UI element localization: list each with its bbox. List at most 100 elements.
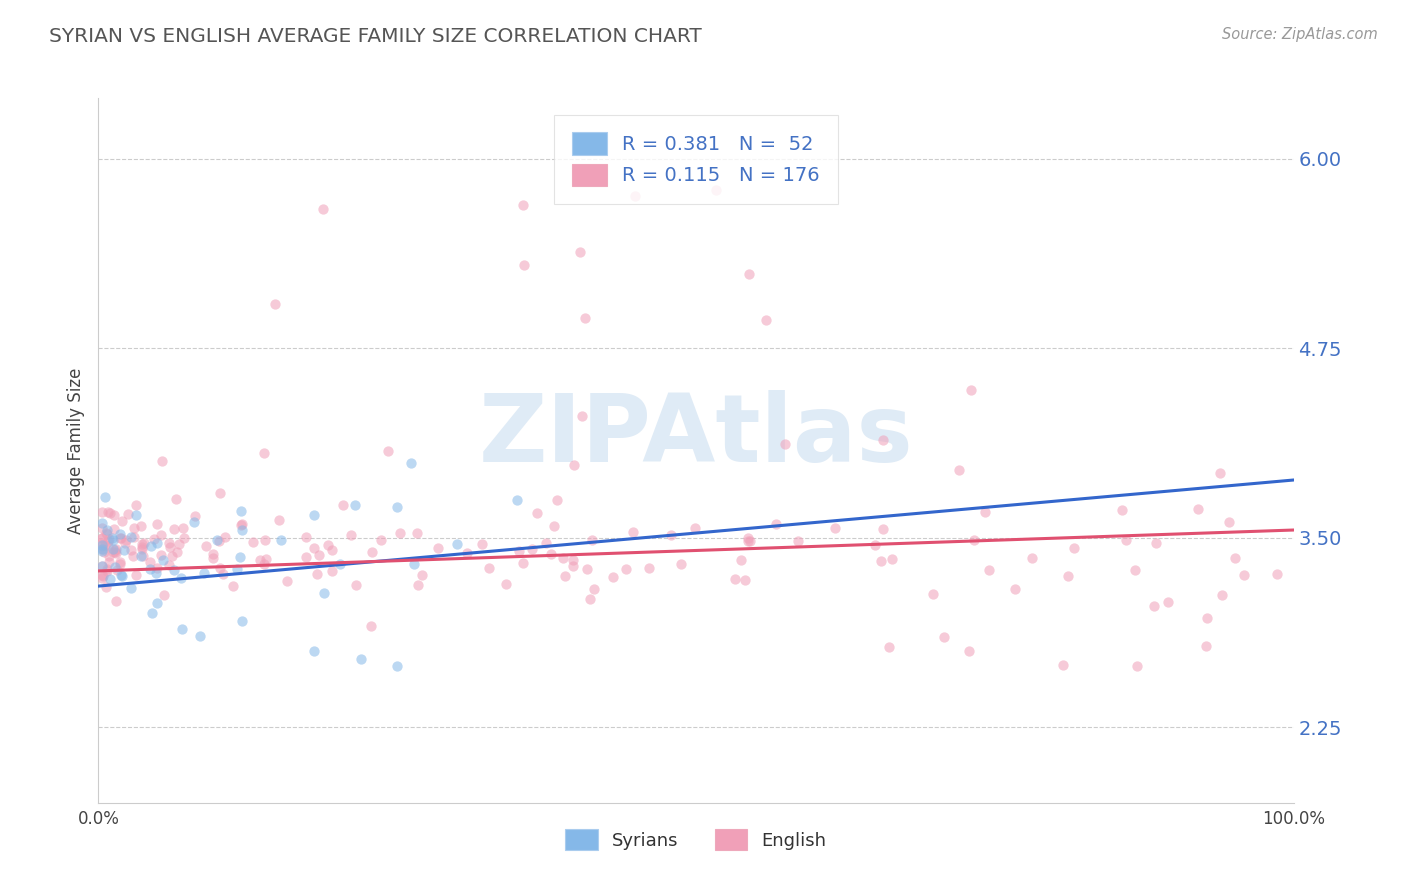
Point: [263, 296, 285, 310]
Point: [163, 522, 186, 536]
Point: [254, 533, 277, 547]
Point: [332, 498, 354, 512]
Point: [103, 522, 125, 536]
Point: [229, 549, 252, 564]
Point: [120, 530, 142, 544]
Point: [659, 528, 682, 542]
Point: [960, 384, 983, 398]
Point: [253, 446, 276, 460]
Point: [249, 553, 271, 567]
Point: [209, 486, 232, 500]
Point: [870, 554, 893, 568]
Text: ZIPAtlas: ZIPAtlas: [478, 391, 914, 483]
Point: [575, 562, 598, 576]
Point: [159, 540, 181, 554]
Point: [96, 527, 118, 541]
Point: [685, 521, 707, 535]
Point: [115, 533, 138, 547]
Point: [139, 555, 162, 569]
Point: [165, 491, 187, 506]
Point: [973, 505, 995, 519]
Point: [624, 189, 647, 203]
Point: [738, 267, 761, 281]
Point: [91, 521, 114, 535]
Point: [97, 532, 120, 546]
Point: [294, 530, 316, 544]
Point: [91, 559, 114, 574]
Point: [131, 542, 153, 557]
Point: [125, 498, 148, 512]
Point: [226, 562, 249, 576]
Point: [1021, 550, 1043, 565]
Point: [495, 577, 517, 591]
Point: [193, 566, 215, 580]
Point: [131, 537, 153, 551]
Point: [824, 521, 846, 535]
Point: [166, 545, 188, 559]
Point: [404, 557, 426, 571]
Point: [543, 519, 565, 533]
Point: [145, 536, 167, 550]
Point: [737, 534, 759, 549]
Point: [254, 552, 277, 566]
Point: [737, 531, 759, 545]
Point: [267, 513, 290, 527]
Point: [361, 545, 384, 559]
Point: [1123, 563, 1146, 577]
Point: [471, 536, 494, 550]
Point: [142, 532, 165, 546]
Point: [1195, 611, 1218, 625]
Point: [621, 524, 644, 539]
Point: [399, 456, 422, 470]
Point: [91, 568, 114, 582]
Point: [343, 498, 366, 512]
Point: [138, 562, 160, 576]
Point: [1157, 595, 1180, 609]
Point: [865, 538, 887, 552]
Point: [104, 542, 127, 557]
Point: [1195, 640, 1218, 654]
Point: [948, 463, 970, 477]
Point: [188, 629, 211, 643]
Point: [120, 543, 142, 558]
Point: [786, 534, 808, 549]
Point: [308, 549, 330, 563]
Point: [208, 561, 231, 575]
Point: [1111, 503, 1133, 517]
Point: [1211, 588, 1233, 602]
Point: [202, 547, 225, 561]
Point: [141, 607, 163, 621]
Point: [122, 521, 145, 535]
Point: [270, 533, 292, 548]
Point: [96, 523, 118, 537]
Point: [540, 547, 562, 561]
Point: [96, 561, 118, 575]
Point: [882, 551, 904, 566]
Point: [316, 538, 339, 552]
Point: [614, 562, 637, 576]
Point: [110, 531, 132, 545]
Point: [111, 514, 134, 528]
Point: [477, 560, 499, 574]
Point: [160, 549, 183, 564]
Point: [91, 531, 114, 545]
Point: [734, 573, 756, 587]
Point: [91, 531, 114, 545]
Point: [212, 566, 235, 581]
Point: [132, 549, 155, 564]
Point: [922, 587, 945, 601]
Point: [520, 541, 543, 556]
Point: [730, 553, 752, 567]
Point: [93, 538, 115, 552]
Point: [512, 556, 534, 570]
Point: [108, 527, 131, 541]
Point: [1125, 658, 1147, 673]
Point: [105, 541, 128, 556]
Point: [157, 558, 180, 572]
Point: [104, 547, 127, 561]
Point: [253, 557, 276, 571]
Point: [98, 549, 121, 563]
Point: [125, 568, 148, 582]
Point: [172, 622, 194, 636]
Point: [91, 516, 114, 530]
